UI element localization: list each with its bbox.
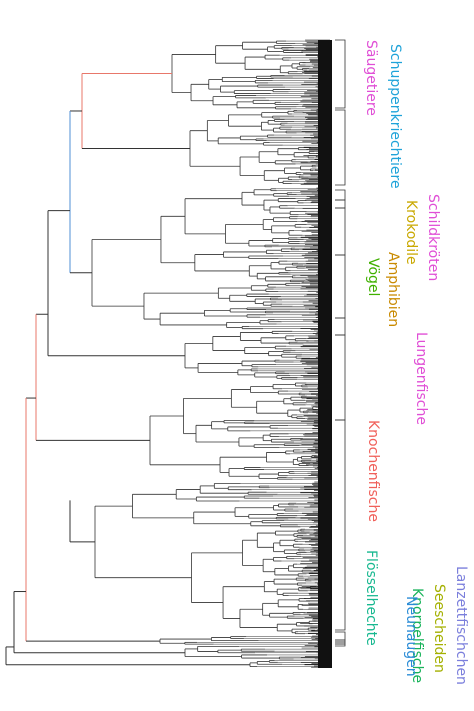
tip-leaf-band [318,40,332,668]
clade-bracket [335,643,346,647]
clade-label-knochenfische: Knochenfische [365,420,381,522]
clade-bracket [335,199,346,209]
clade-label-floesselhechte: Flösselhechte [363,550,379,646]
clade-label-neunaugen: Neunaugen [403,596,419,677]
clade-bracket [335,334,346,421]
clade-label-saeugetiere: Säugetiere [363,40,379,116]
clade-bracket [335,419,346,631]
clade-bracket [335,254,346,319]
clade-label-lungenfische: Lungenfische [413,332,429,425]
clade-bracket [335,39,346,109]
clade-bracket [335,109,346,186]
clade-label-amphibien: Amphibien [385,252,401,328]
clade-label-schildkroeten: Schildkröten [425,194,441,282]
clade-bracket [335,207,346,256]
clade-label-schuppenkriechtiere: Schuppenkriechtiere [387,44,403,189]
clade-bracket [335,317,346,336]
clade-label-krokodile: Krokodile [403,200,419,265]
clade-label-lanzettfischchen: Lanzettfischchen [453,566,469,685]
tree-branches [5,40,330,667]
clade-bracket [335,631,346,641]
clade-bracket [335,189,346,201]
tip-leaves-block [300,39,332,668]
clade-label-seescheiden: Seescheiden [431,584,447,673]
clade-brackets [335,39,346,647]
clade-label-voegel: Vögel [365,258,381,297]
